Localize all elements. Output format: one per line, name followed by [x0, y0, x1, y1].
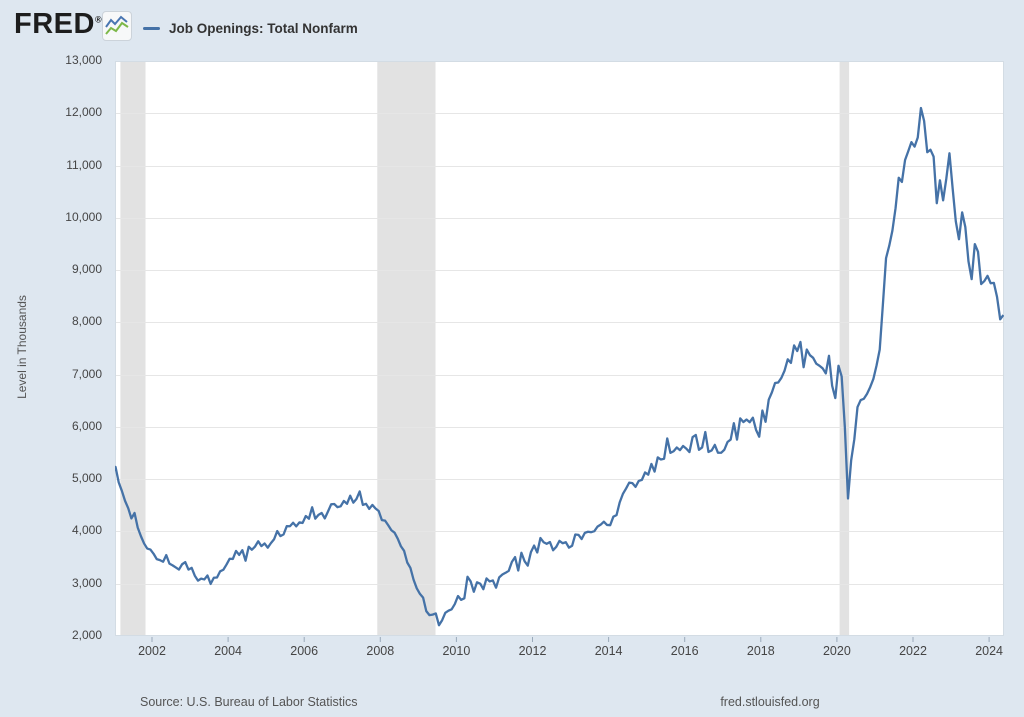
fred-logo: FRED®: [14, 8, 102, 41]
x-tick-label: 2008: [366, 644, 395, 658]
y-tick-label: 3,000: [71, 575, 102, 590]
y-tick-label: 8,000: [71, 314, 102, 329]
y-tick-label: 6,000: [71, 418, 102, 433]
x-tick-label: 2024: [975, 644, 1003, 658]
x-tick-label: 2004: [214, 644, 242, 658]
x-tick-label: 2018: [746, 644, 775, 658]
y-tick-label: 4,000: [71, 523, 102, 538]
site-note: fred.stlouisfed.org: [720, 695, 820, 709]
y-tick-label: 7,000: [71, 366, 102, 381]
chart-legend: Job Openings: Total Nonfarm: [143, 18, 358, 38]
y-axis-title: Level in Thousands: [15, 295, 29, 399]
registered-mark: ®: [94, 14, 103, 25]
y-tick-label: 2,000: [71, 628, 102, 642]
recession-band: [377, 61, 436, 636]
x-tick-label: 2020: [822, 644, 851, 658]
y-tick-label: 10,000: [65, 209, 102, 224]
y-tick-label: 5,000: [71, 471, 102, 486]
series-line-job-openings: [115, 106, 1004, 627]
job-openings-line-chart: [115, 61, 1004, 636]
y-tick-label: 11,000: [66, 157, 102, 172]
sparkline-icon-graphic: [105, 15, 129, 35]
y-tick-label: 9,000: [71, 262, 102, 277]
x-axis-tick-marks: [151, 637, 990, 642]
x-tick-label: 2022: [899, 644, 927, 658]
fred-sparkline-icon: [102, 11, 132, 41]
source-note: Source: U.S. Bureau of Labor Statistics: [140, 695, 358, 709]
x-tick-label: 2012: [518, 644, 547, 658]
x-tick-label: 2010: [442, 644, 471, 658]
y-tick-label: 13,000: [65, 53, 102, 67]
x-tick-label: 2002: [138, 644, 166, 658]
y-tick-label: 12,000: [65, 105, 102, 120]
plot-area: [115, 61, 1004, 636]
plot-border: [115, 61, 1004, 636]
recession-band: [120, 61, 146, 636]
fred-logo-text: FRED: [14, 8, 95, 40]
legend-line-swatch: [143, 26, 160, 30]
recession-band: [839, 61, 850, 636]
x-tick-label: 2016: [670, 644, 699, 658]
x-tick-label: 2006: [290, 644, 319, 658]
x-tick-label: 2014: [594, 644, 623, 658]
legend-series-label: Job Openings: Total Nonfarm: [169, 20, 358, 36]
